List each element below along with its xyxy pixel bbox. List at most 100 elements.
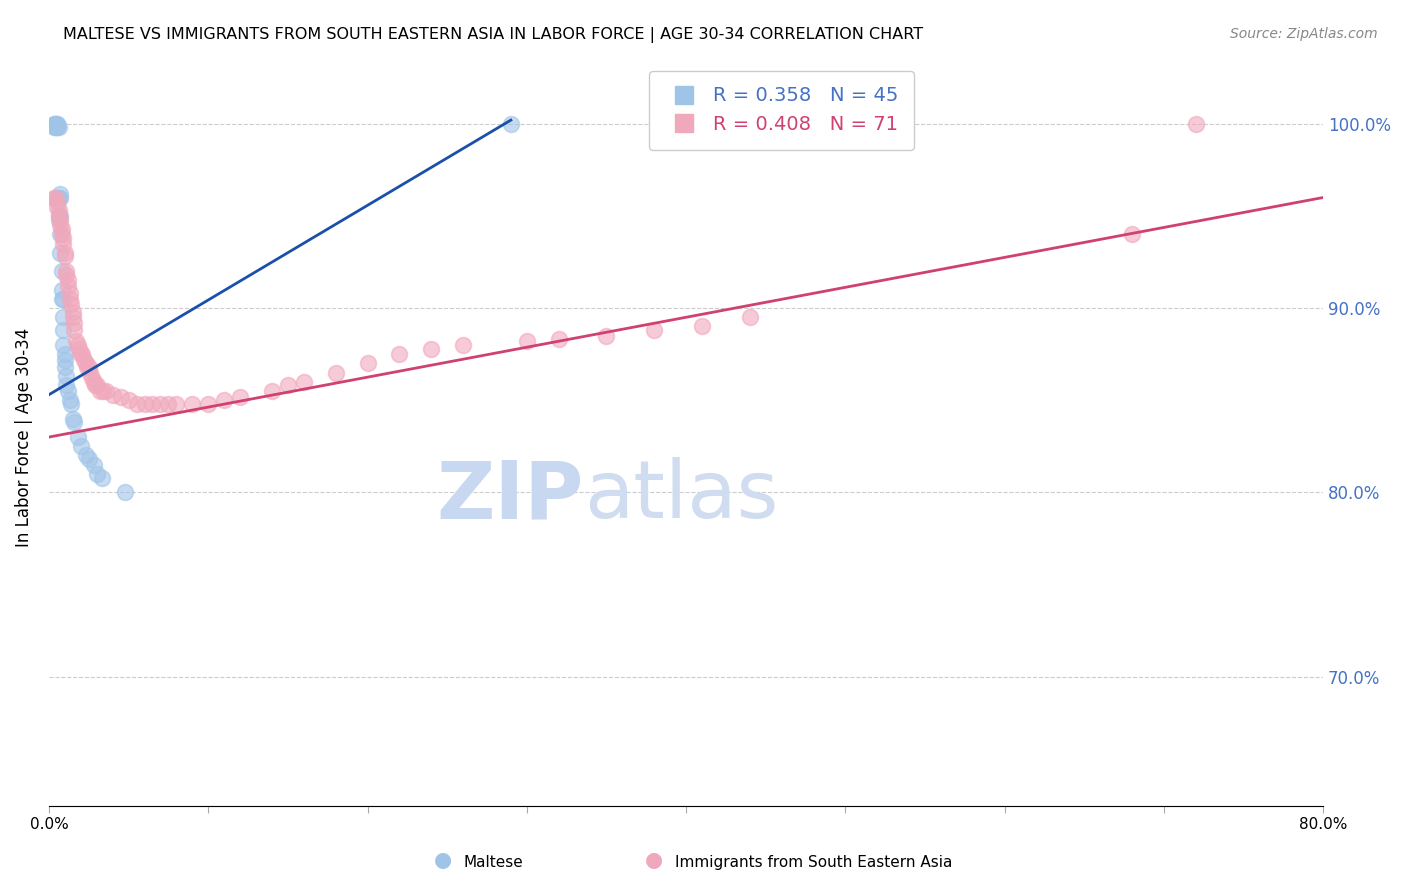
Point xyxy=(101,387,124,401)
Point xyxy=(117,393,139,408)
Point xyxy=(49,227,72,242)
Point xyxy=(212,393,235,408)
Point xyxy=(42,190,65,204)
Point xyxy=(51,292,73,306)
Point xyxy=(451,338,474,352)
Point xyxy=(45,190,67,204)
Point xyxy=(56,273,79,287)
Point xyxy=(72,347,94,361)
Point xyxy=(643,323,665,337)
Point xyxy=(48,203,70,218)
Point xyxy=(83,458,105,472)
Point xyxy=(547,332,569,346)
Point xyxy=(149,397,172,411)
Point xyxy=(325,366,347,380)
Point xyxy=(55,268,77,282)
Point xyxy=(48,212,70,227)
Point xyxy=(229,390,252,404)
Point xyxy=(42,120,65,135)
Point xyxy=(114,485,136,500)
Text: ZIP: ZIP xyxy=(437,457,583,535)
Point xyxy=(69,439,91,453)
Point xyxy=(79,366,101,380)
Point xyxy=(65,334,87,349)
Point xyxy=(63,415,86,429)
Point xyxy=(59,292,82,306)
Point xyxy=(45,194,67,209)
Point xyxy=(53,352,76,367)
Point xyxy=(63,323,86,337)
Point xyxy=(96,384,118,398)
Point xyxy=(51,264,73,278)
Text: Maltese: Maltese xyxy=(464,855,523,870)
Point xyxy=(260,384,283,398)
Point xyxy=(51,283,73,297)
Point xyxy=(62,305,84,319)
Point xyxy=(69,347,91,361)
Point xyxy=(63,316,86,330)
Point xyxy=(49,212,72,227)
Point xyxy=(48,209,70,223)
Point xyxy=(45,120,67,135)
Point xyxy=(125,397,148,411)
Point xyxy=(62,411,84,425)
Point xyxy=(45,120,67,135)
Point xyxy=(356,356,378,370)
Point xyxy=(55,378,77,392)
Point xyxy=(52,231,75,245)
Point xyxy=(388,347,411,361)
Text: Source: ZipAtlas.com: Source: ZipAtlas.com xyxy=(1230,27,1378,41)
Point xyxy=(516,334,538,349)
Point xyxy=(77,452,100,467)
Point xyxy=(55,369,77,384)
Point xyxy=(66,430,89,444)
Point xyxy=(1121,227,1143,242)
Point xyxy=(52,310,75,325)
Point xyxy=(690,319,713,334)
Point xyxy=(292,375,315,389)
Point xyxy=(277,378,299,392)
Point xyxy=(53,250,76,264)
Point xyxy=(86,467,108,481)
Point xyxy=(49,245,72,260)
Point xyxy=(53,245,76,260)
Legend: R = 0.358   N = 45, R = 0.408   N = 71: R = 0.358 N = 45, R = 0.408 N = 71 xyxy=(650,70,914,150)
Point xyxy=(52,323,75,337)
Point xyxy=(42,117,65,131)
Point xyxy=(80,371,103,385)
Point xyxy=(91,384,114,398)
Point xyxy=(45,200,67,214)
Text: ●: ● xyxy=(434,850,451,870)
Point xyxy=(197,397,219,411)
Point xyxy=(51,222,73,236)
Point xyxy=(738,310,761,325)
Point xyxy=(84,378,107,392)
Point xyxy=(76,359,98,374)
Point xyxy=(499,117,522,131)
Point xyxy=(49,218,72,232)
Point xyxy=(134,397,156,411)
Point xyxy=(48,120,70,135)
Point xyxy=(86,378,108,392)
Point xyxy=(165,397,187,411)
Point xyxy=(49,209,72,223)
Point xyxy=(595,328,617,343)
Point xyxy=(67,342,90,356)
Point xyxy=(56,384,79,398)
Point xyxy=(73,352,96,367)
Point xyxy=(157,397,180,411)
Point xyxy=(45,117,67,131)
Point xyxy=(181,397,204,411)
Point xyxy=(1184,117,1206,131)
Point xyxy=(49,186,72,201)
Point xyxy=(56,279,79,293)
Point xyxy=(59,393,82,408)
Point xyxy=(83,375,105,389)
Text: atlas: atlas xyxy=(583,457,779,535)
Text: Immigrants from South Eastern Asia: Immigrants from South Eastern Asia xyxy=(675,855,952,870)
Point xyxy=(44,117,66,131)
Y-axis label: In Labor Force | Age 30-34: In Labor Force | Age 30-34 xyxy=(15,327,32,547)
Point xyxy=(66,338,89,352)
Text: ●: ● xyxy=(645,850,662,870)
Point xyxy=(51,227,73,242)
